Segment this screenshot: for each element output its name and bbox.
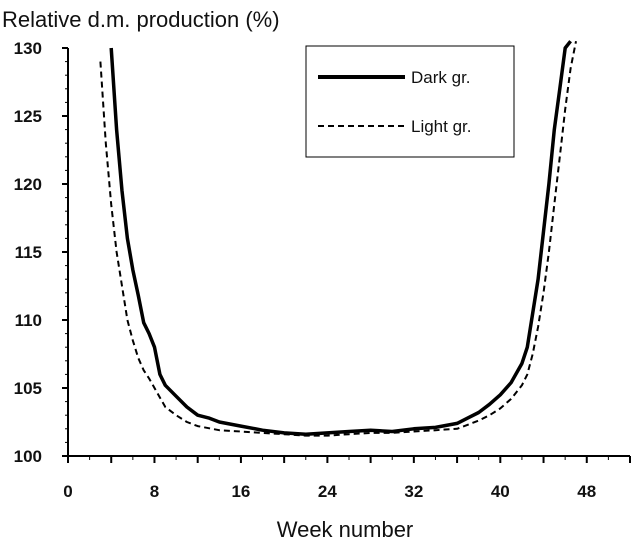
y-tick-label: 130 xyxy=(14,39,42,58)
y-tick-label: 125 xyxy=(14,107,42,126)
legend-label-light-gr: Light gr. xyxy=(411,117,472,136)
x-tick-label: 32 xyxy=(404,482,423,501)
legend: Dark gr. Light gr. xyxy=(305,45,515,158)
y-tick-label: 100 xyxy=(14,447,42,466)
series-line-light-gr xyxy=(99,41,577,437)
x-tick-label: 16 xyxy=(231,482,250,501)
series-line-dark-gr xyxy=(109,40,572,436)
y-tick-label: 115 xyxy=(15,243,42,262)
legend-box xyxy=(305,45,515,158)
x-tick-label: 24 xyxy=(318,482,337,501)
x-tick-label: 48 xyxy=(577,482,596,501)
y-tick-label: 105 xyxy=(14,379,42,398)
y-axis-title: Relative d.m. production (%) xyxy=(2,7,280,32)
x-tick-label: 0 xyxy=(63,482,72,501)
x-axis-title: Week number xyxy=(277,517,414,542)
x-tick-label: 40 xyxy=(491,482,510,501)
plot-area: 100 105 110 115 120 125 130 0 8 16 24 32 40 48 xyxy=(14,39,631,501)
legend-label-dark-gr: Dark gr. xyxy=(411,68,471,87)
x-tick-label: 8 xyxy=(150,482,159,501)
y-tick-label: 120 xyxy=(14,175,42,194)
y-tick-label: 110 xyxy=(15,311,42,330)
